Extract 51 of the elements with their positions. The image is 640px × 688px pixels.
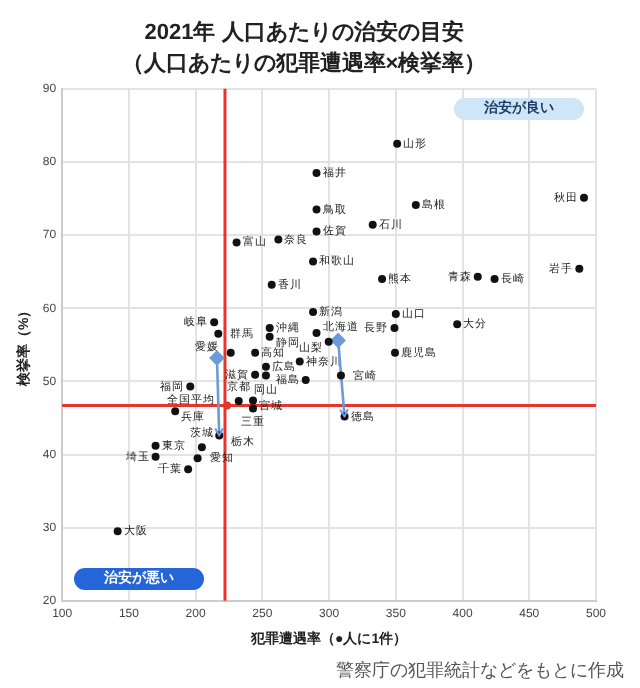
point <box>171 407 180 416</box>
point <box>249 404 257 413</box>
point <box>393 139 402 148</box>
point <box>209 350 225 366</box>
point <box>368 220 377 229</box>
point <box>251 348 260 357</box>
chart-subtitle: （人口あたりの犯罪遭遇率×検挙率） <box>121 49 487 76</box>
point <box>295 357 304 366</box>
point <box>301 375 310 384</box>
point <box>151 441 160 450</box>
point <box>453 320 462 329</box>
point <box>330 333 346 348</box>
point <box>473 272 482 281</box>
point <box>223 401 232 410</box>
point <box>261 362 270 371</box>
point <box>411 201 420 210</box>
point <box>309 257 318 266</box>
point <box>309 307 318 316</box>
point <box>312 329 321 338</box>
point <box>186 382 195 391</box>
point <box>274 235 283 244</box>
point <box>490 274 499 283</box>
point <box>210 318 219 327</box>
point <box>151 452 160 461</box>
text: 警察庁の犯罪統計などをもとに作成 <box>336 660 624 680</box>
point <box>336 371 345 380</box>
point <box>251 370 260 379</box>
chart-title: 2021年 人口あたりの治安の目安 <box>144 19 464 46</box>
point <box>113 527 122 536</box>
point <box>575 264 584 273</box>
point <box>214 329 223 338</box>
point <box>226 348 235 357</box>
point <box>390 323 399 332</box>
point <box>261 371 270 380</box>
point <box>391 310 400 319</box>
point <box>265 332 274 341</box>
point <box>193 454 202 463</box>
point <box>234 397 243 406</box>
point <box>249 396 257 405</box>
point <box>324 337 333 346</box>
point <box>267 280 276 289</box>
point <box>265 323 274 332</box>
point <box>312 205 321 214</box>
point <box>378 274 387 283</box>
point <box>579 193 588 202</box>
point <box>197 443 206 452</box>
point <box>184 465 193 474</box>
point <box>312 168 321 177</box>
point <box>312 227 321 236</box>
point <box>232 238 241 247</box>
point <box>391 348 400 357</box>
